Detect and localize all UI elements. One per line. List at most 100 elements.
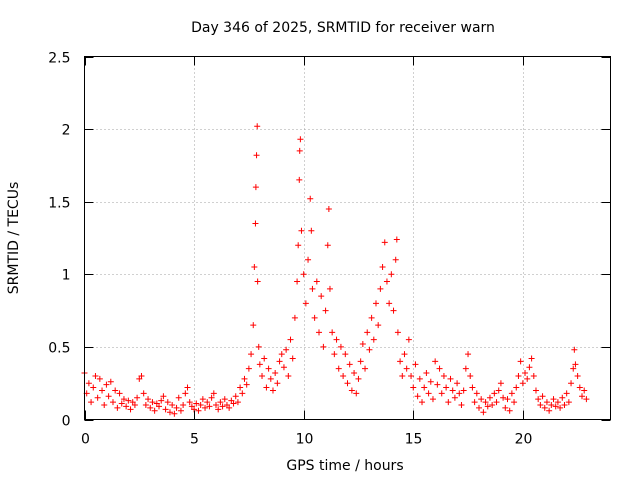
data-point	[263, 384, 270, 391]
data-point	[539, 393, 546, 400]
data-point	[254, 123, 261, 130]
data-point	[248, 351, 255, 358]
data-point	[532, 387, 539, 394]
data-point	[403, 365, 410, 372]
data-point	[156, 403, 163, 410]
data-point	[219, 403, 226, 410]
data-point	[215, 406, 222, 413]
data-point	[462, 365, 469, 372]
data-point	[112, 387, 119, 394]
y-axis-label: SRMTID / TECUs	[6, 182, 22, 295]
data-point	[543, 399, 550, 406]
plot-frame	[84, 56, 611, 420]
data-point	[366, 346, 373, 353]
data-point	[131, 401, 138, 408]
data-point	[440, 372, 447, 379]
x-axis-label: GPS time / hours	[286, 458, 403, 474]
data-point	[118, 400, 125, 407]
x-tick-label: 10	[296, 432, 314, 448]
data-point	[294, 278, 301, 285]
data-point	[445, 399, 452, 406]
data-point	[318, 293, 325, 300]
data-point	[251, 264, 258, 271]
data-point	[467, 372, 474, 379]
data-point	[94, 394, 101, 401]
data-point	[489, 401, 496, 408]
data-point	[134, 394, 141, 401]
data-point	[429, 396, 436, 403]
data-point	[571, 346, 578, 353]
data-point	[287, 336, 294, 343]
grid-lines	[84, 56, 611, 420]
data-point	[169, 401, 176, 408]
data-point	[114, 404, 121, 411]
data-point	[99, 387, 106, 394]
data-point	[476, 404, 482, 411]
data-point	[508, 390, 515, 397]
data-point	[226, 404, 233, 411]
y-tick-label: 1.5	[48, 196, 70, 212]
data-point	[217, 399, 224, 406]
data-point	[291, 314, 298, 321]
data-point	[353, 390, 360, 397]
data-point	[372, 300, 379, 307]
data-point	[297, 136, 304, 143]
data-point	[85, 380, 92, 387]
data-point	[500, 394, 507, 401]
data-point	[180, 401, 187, 408]
data-point	[101, 401, 108, 408]
data-point	[482, 399, 489, 406]
data-point	[142, 401, 149, 408]
data-point	[171, 410, 178, 417]
data-point	[96, 375, 103, 382]
data-point	[331, 351, 338, 358]
data-point	[493, 399, 500, 406]
data-point	[541, 404, 548, 411]
data-point	[234, 399, 241, 406]
data-point	[550, 396, 557, 403]
data-point	[530, 372, 537, 379]
axis-ticks	[84, 56, 611, 421]
data-point	[574, 372, 581, 379]
data-point	[202, 404, 209, 411]
data-point	[392, 256, 399, 263]
data-point	[230, 400, 237, 407]
data-point	[309, 285, 316, 292]
data-point	[554, 399, 561, 406]
data-point	[491, 390, 498, 397]
data-point	[320, 343, 327, 350]
data-point	[344, 380, 351, 387]
data-point	[340, 372, 347, 379]
data-point	[412, 361, 419, 368]
data-point	[388, 271, 395, 278]
data-point	[359, 340, 366, 347]
data-point	[559, 394, 566, 401]
data-point	[511, 399, 518, 406]
data-point	[399, 372, 406, 379]
data-point	[120, 396, 127, 403]
data-point	[162, 406, 169, 413]
data-point	[269, 387, 276, 394]
data-point	[390, 307, 397, 314]
data-point	[105, 393, 112, 400]
data-point	[252, 220, 259, 227]
data-point	[414, 393, 421, 400]
data-point	[254, 278, 261, 285]
data-point	[210, 390, 217, 397]
data-point	[423, 370, 430, 377]
data-point	[425, 390, 432, 397]
data-point	[355, 375, 362, 382]
data-point	[568, 380, 575, 387]
data-point	[370, 336, 377, 343]
data-point	[245, 365, 252, 372]
data-point	[570, 365, 577, 372]
data-point	[581, 387, 588, 394]
data-point	[88, 399, 95, 406]
data-point	[552, 403, 559, 410]
data-point	[486, 394, 493, 401]
data-point	[295, 242, 302, 249]
data-point	[419, 399, 426, 406]
data-point	[408, 372, 415, 379]
data-point	[563, 390, 570, 397]
